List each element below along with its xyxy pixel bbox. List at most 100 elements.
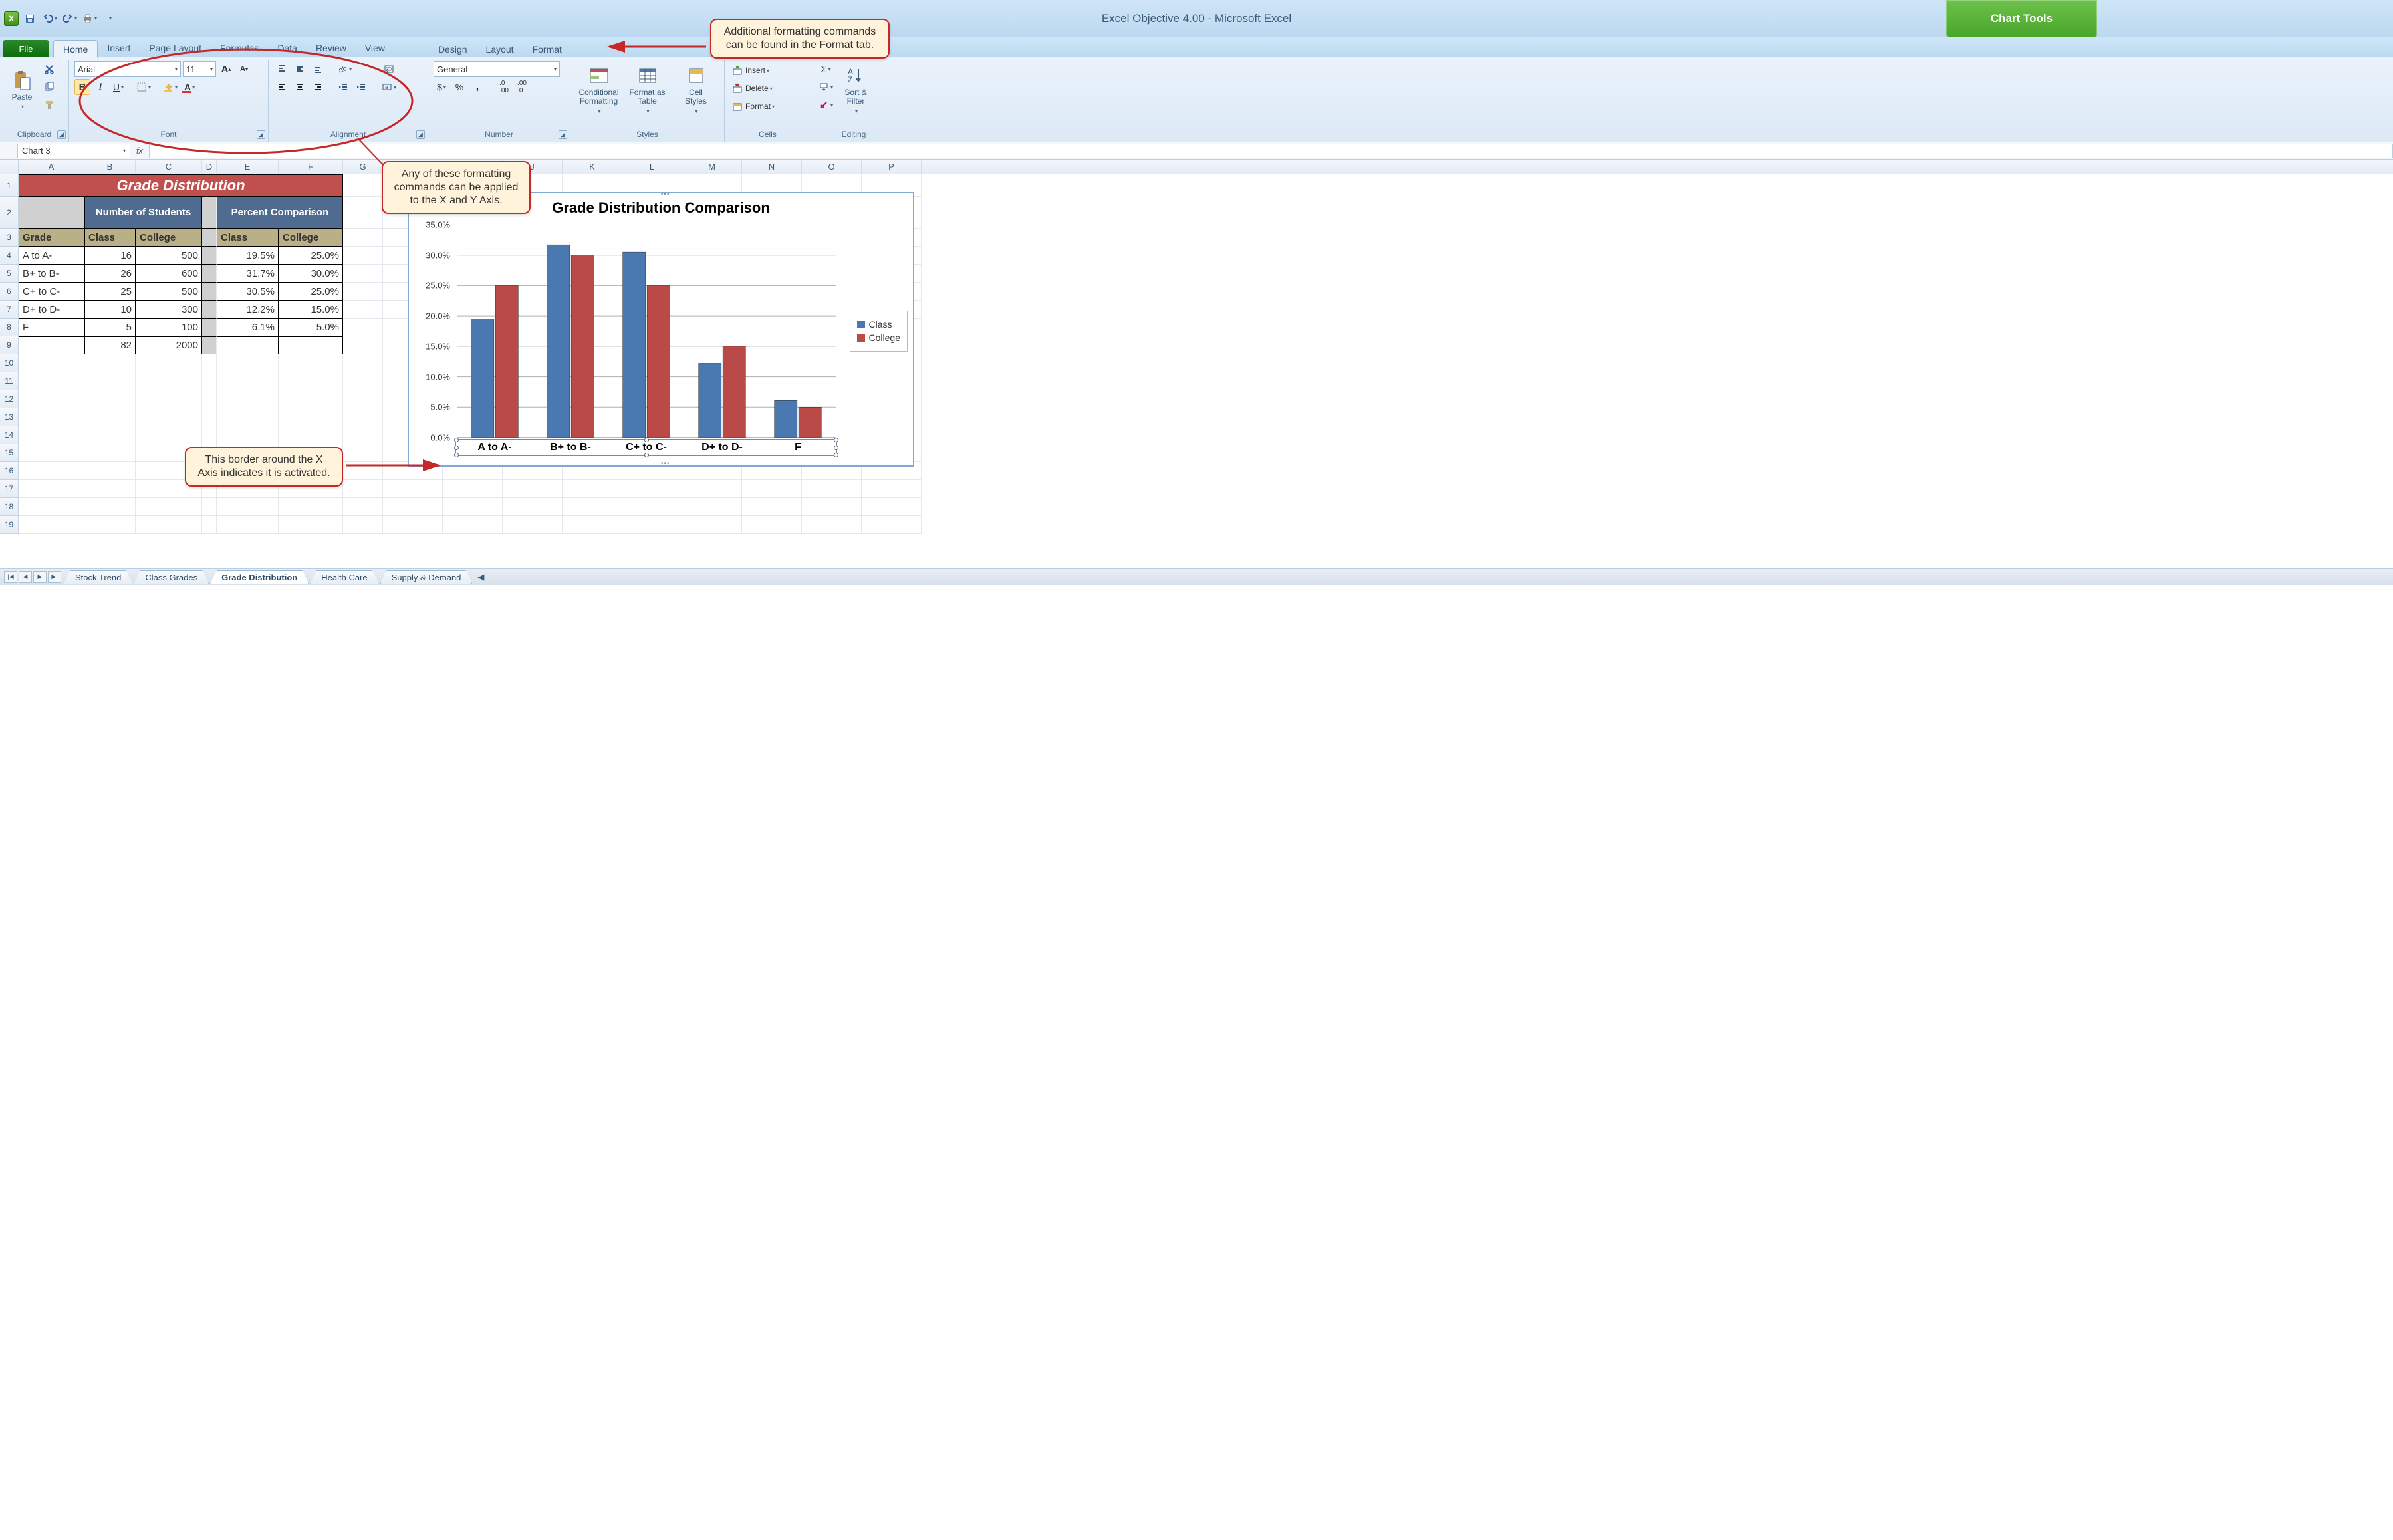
col-header-D[interactable]: D xyxy=(202,160,217,174)
cell-C10[interactable] xyxy=(136,354,202,372)
cell-C13[interactable] xyxy=(136,408,202,426)
cell-styles-button[interactable]: Cell Styles▾ xyxy=(673,61,719,118)
table-cell[interactable]: 12.2% xyxy=(217,301,279,319)
underline-button[interactable]: U▾ xyxy=(110,79,126,95)
cell-F18[interactable] xyxy=(279,498,343,516)
tab-view[interactable]: View xyxy=(356,39,394,57)
table-cell[interactable]: 6.1% xyxy=(217,319,279,336)
align-top-button[interactable] xyxy=(274,61,290,77)
table-cell[interactable]: 82 xyxy=(84,336,136,354)
font-name-combo[interactable]: Arial▾ xyxy=(74,61,181,77)
table-cell[interactable]: 25 xyxy=(84,283,136,301)
cell-I18[interactable] xyxy=(443,498,503,516)
cell-A10[interactable] xyxy=(19,354,84,372)
cell-D12[interactable] xyxy=(202,390,217,408)
borders-button[interactable]: ▾ xyxy=(134,79,153,95)
cell-E18[interactable] xyxy=(217,498,279,516)
undo-button[interactable]: ▾ xyxy=(41,10,59,27)
cell-F10[interactable] xyxy=(279,354,343,372)
table-cell[interactable]: Percent Comparison xyxy=(217,197,343,229)
cell-C14[interactable] xyxy=(136,426,202,444)
row-header-2[interactable]: 2 xyxy=(0,197,19,229)
cell-A18[interactable] xyxy=(19,498,84,516)
cell-F14[interactable] xyxy=(279,426,343,444)
row-header-16[interactable]: 16 xyxy=(0,462,19,480)
legend-item[interactable]: Class xyxy=(857,319,900,330)
sheet-tab-class-grades[interactable]: Class Grades xyxy=(134,570,209,584)
cell-G16[interactable] xyxy=(343,462,383,480)
tab-data[interactable]: Data xyxy=(268,39,307,57)
cell-G4[interactable] xyxy=(343,247,383,265)
cut-button[interactable] xyxy=(41,61,57,77)
table-cell[interactable]: 600 xyxy=(136,265,202,283)
tab-formulas[interactable]: Formulas xyxy=(211,39,268,57)
table-cell[interactable]: 30.5% xyxy=(217,283,279,301)
clipboard-dialog-launcher[interactable]: ◢ xyxy=(57,130,66,139)
cell-C12[interactable] xyxy=(136,390,202,408)
table-cell[interactable]: 19.5% xyxy=(217,247,279,265)
cell-G12[interactable] xyxy=(343,390,383,408)
sheet-tab-health-care[interactable]: Health Care xyxy=(310,570,378,584)
cell-G19[interactable] xyxy=(343,516,383,534)
cell-D18[interactable] xyxy=(202,498,217,516)
cell-E11[interactable] xyxy=(217,372,279,390)
increase-indent-button[interactable] xyxy=(353,79,369,95)
row-header-5[interactable]: 5 xyxy=(0,265,19,283)
context-tab-layout[interactable]: Layout xyxy=(477,41,523,57)
row-header-13[interactable]: 13 xyxy=(0,408,19,426)
align-bottom-button[interactable] xyxy=(310,61,326,77)
cell-G2[interactable] xyxy=(343,197,383,229)
embedded-chart[interactable]: Grade Distribution Comparison ClassColle… xyxy=(408,192,914,467)
table-cell[interactable]: 16 xyxy=(84,247,136,265)
table-cell[interactable]: College xyxy=(136,229,202,247)
cell-G15[interactable] xyxy=(343,444,383,462)
cell-K17[interactable] xyxy=(563,480,622,498)
cell-E10[interactable] xyxy=(217,354,279,372)
cell-F12[interactable] xyxy=(279,390,343,408)
percent-button[interactable]: % xyxy=(451,79,467,95)
name-box[interactable]: Chart 3▾ xyxy=(17,144,130,158)
cell-A12[interactable] xyxy=(19,390,84,408)
clear-button[interactable]: ▾ xyxy=(817,97,835,113)
font-color-button[interactable]: A▾ xyxy=(182,79,197,95)
row-header-7[interactable]: 7 xyxy=(0,301,19,319)
cell-B14[interactable] xyxy=(84,426,136,444)
cell-I17[interactable] xyxy=(443,480,503,498)
cell-J19[interactable] xyxy=(503,516,563,534)
cell-G17[interactable] xyxy=(343,480,383,498)
table-cell[interactable] xyxy=(202,319,217,336)
row-header-6[interactable]: 6 xyxy=(0,283,19,301)
chart-legend[interactable]: ClassCollege xyxy=(850,311,908,352)
cell-K19[interactable] xyxy=(563,516,622,534)
cell-A15[interactable] xyxy=(19,444,84,462)
fill-button[interactable]: ▾ xyxy=(817,79,835,95)
delete-cells-button[interactable]: Delete▾ xyxy=(730,80,803,96)
cell-L19[interactable] xyxy=(622,516,682,534)
row-header-14[interactable]: 14 xyxy=(0,426,19,444)
table-cell[interactable] xyxy=(202,301,217,319)
row-header-4[interactable]: 4 xyxy=(0,247,19,265)
cell-A13[interactable] xyxy=(19,408,84,426)
table-cell[interactable]: 10 xyxy=(84,301,136,319)
grid-body[interactable]: Grade DistributionNumber of StudentsPerc… xyxy=(19,174,922,534)
col-header-L[interactable]: L xyxy=(622,160,682,174)
col-header-N[interactable]: N xyxy=(742,160,802,174)
row-header-10[interactable]: 10 xyxy=(0,354,19,372)
cell-F11[interactable] xyxy=(279,372,343,390)
cell-N19[interactable] xyxy=(742,516,802,534)
col-header-M[interactable]: M xyxy=(682,160,742,174)
bold-button[interactable]: B xyxy=(74,79,90,95)
table-cell[interactable]: B+ to B- xyxy=(19,265,84,283)
cell-G9[interactable] xyxy=(343,336,383,354)
table-cell[interactable]: 100 xyxy=(136,319,202,336)
table-cell[interactable]: C+ to C- xyxy=(19,283,84,301)
chart-plot-area[interactable] xyxy=(457,225,836,438)
cell-B13[interactable] xyxy=(84,408,136,426)
align-middle-button[interactable] xyxy=(292,61,308,77)
table-cell[interactable] xyxy=(202,265,217,283)
table-cell[interactable]: 26 xyxy=(84,265,136,283)
tab-review[interactable]: Review xyxy=(307,39,356,57)
cell-G14[interactable] xyxy=(343,426,383,444)
insert-cells-button[interactable]: Insert▾ xyxy=(730,63,803,78)
autosum-button[interactable]: Σ▾ xyxy=(817,61,835,77)
